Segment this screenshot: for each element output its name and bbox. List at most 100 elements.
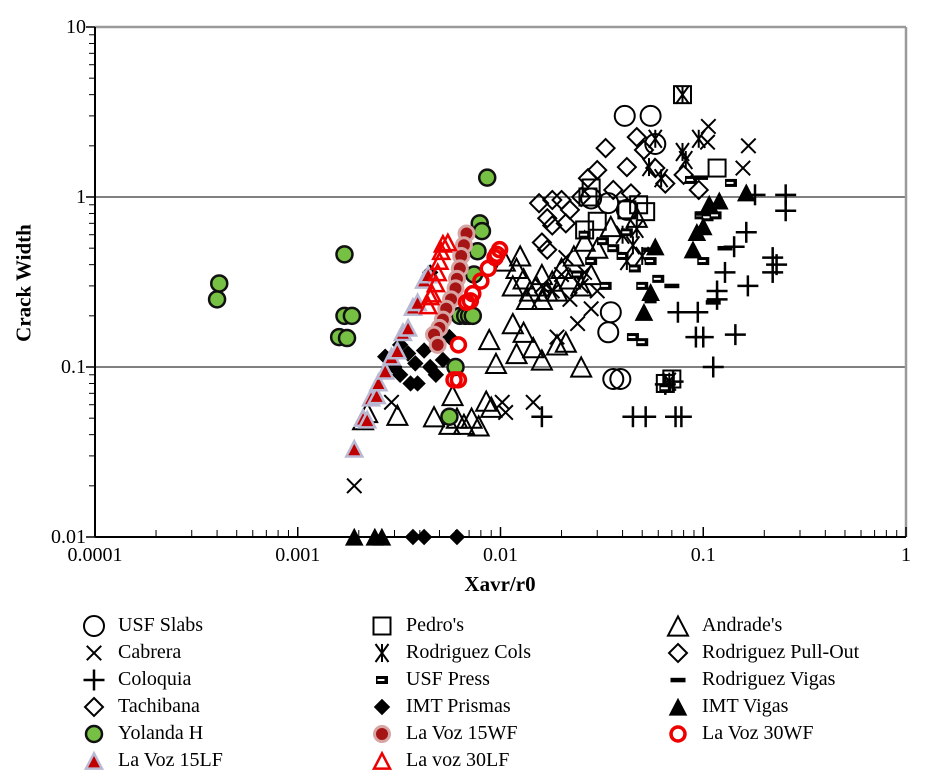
legend-marker-tachibana-icon <box>83 696 105 717</box>
data-point <box>418 295 439 315</box>
legend-item-usf-slabs: USF Slabs <box>80 612 223 639</box>
data-point <box>726 181 734 184</box>
data-point <box>583 300 600 317</box>
legend-marker-glyph <box>667 642 689 663</box>
data-point <box>641 283 660 301</box>
legend-marker-glyph <box>669 724 687 743</box>
data-point <box>707 158 727 178</box>
y-axis-title: Crack Width <box>11 224 36 342</box>
data-point <box>415 342 433 359</box>
data-point <box>561 291 578 308</box>
y-tick-label: 1 <box>76 186 86 208</box>
data-point <box>544 283 561 299</box>
data-point <box>477 168 497 187</box>
legend-marker-glyph <box>83 750 105 770</box>
legend-marker-glyph <box>83 614 105 637</box>
data-point <box>536 207 558 229</box>
data-point <box>580 187 603 210</box>
data-point <box>545 333 569 356</box>
data-point <box>448 528 466 546</box>
data-point <box>586 260 594 263</box>
data-point <box>660 387 668 390</box>
data-point <box>693 175 709 180</box>
legend-item-rodriguez-vigas: Rodriguez Vigas <box>664 666 859 693</box>
data-point <box>687 223 707 241</box>
legend-label: La Voz 15WF <box>406 722 518 744</box>
data-point <box>577 167 599 189</box>
data-point <box>602 367 625 390</box>
data-point <box>633 139 655 161</box>
data-point <box>595 137 617 159</box>
data-point <box>608 247 616 250</box>
data-point <box>653 168 669 188</box>
legend-label: La voz 30LF <box>406 749 510 771</box>
data-point <box>472 272 490 290</box>
data-point <box>515 287 539 310</box>
data-point <box>617 200 637 220</box>
data-point <box>484 351 508 374</box>
data-point <box>385 403 410 426</box>
data-point <box>673 164 695 186</box>
data-point <box>449 336 468 354</box>
data-point <box>601 284 609 287</box>
data-point <box>440 407 459 426</box>
legend-marker-la-voz-15lf-icon <box>83 750 105 770</box>
legend-column: Andrade's Rodriguez Pull-Out Rodriguez Vig… <box>664 612 859 747</box>
data-point <box>335 245 354 264</box>
legend-marker-usf-slabs-icon <box>83 614 105 637</box>
legend-marker-usf-press-icon <box>376 675 388 684</box>
data-point <box>711 214 719 217</box>
data-point <box>619 251 635 271</box>
data-point <box>735 160 751 176</box>
data-point <box>452 412 476 435</box>
legend-label: La Voz 15LF <box>118 749 223 771</box>
data-point <box>618 254 626 257</box>
data-point <box>344 527 364 546</box>
series-tachibana <box>528 186 592 261</box>
data-point <box>637 341 645 344</box>
data-point <box>407 291 428 312</box>
data-point <box>637 284 645 287</box>
legend-label: Andrade's <box>702 614 783 636</box>
x-tick-label: 0.1 <box>690 544 716 566</box>
series-yolanda-h <box>207 168 497 426</box>
data-point <box>209 274 229 293</box>
legend-item-andrade-s: Andrade's <box>664 612 859 639</box>
legend-item-rodriguez-cols: Rodriguez Cols <box>368 639 531 666</box>
data-point <box>427 366 445 383</box>
data-point <box>555 212 577 234</box>
legend-item-yolanda-h: Yolanda H <box>80 720 223 747</box>
data-point <box>525 394 542 411</box>
data-point <box>683 240 703 259</box>
legend-marker-glyph <box>371 750 393 770</box>
legend-column: USF Slabs Cabrera Coloquia Tachibana Yolanda… <box>80 612 223 773</box>
data-point <box>511 320 536 343</box>
data-point <box>616 156 638 178</box>
legend-marker-glyph <box>373 724 391 743</box>
data-point <box>695 211 711 216</box>
data-point <box>675 142 690 162</box>
data-point <box>387 340 408 360</box>
data-point <box>675 85 690 105</box>
data-point <box>586 159 608 181</box>
data-point <box>383 394 400 411</box>
data-point <box>740 137 757 154</box>
legend-marker-glyph <box>374 642 390 663</box>
data-point <box>531 232 553 253</box>
legend-item-la-voz-30wf: La Voz 30WF <box>664 720 859 747</box>
data-point <box>705 300 721 305</box>
data-point <box>530 287 554 310</box>
data-point <box>736 183 756 202</box>
data-point <box>337 328 357 348</box>
data-point <box>553 266 570 283</box>
data-point <box>580 233 588 236</box>
data-point <box>391 366 409 383</box>
legend-label: La Voz 30WF <box>702 722 814 744</box>
series-usf-slabs <box>580 104 667 390</box>
legend-item-imt-vigas: IMT Vigas <box>664 693 859 720</box>
data-point <box>644 133 667 156</box>
legend-marker-glyph <box>666 613 690 637</box>
data-point <box>366 385 387 405</box>
data-point <box>634 302 654 321</box>
